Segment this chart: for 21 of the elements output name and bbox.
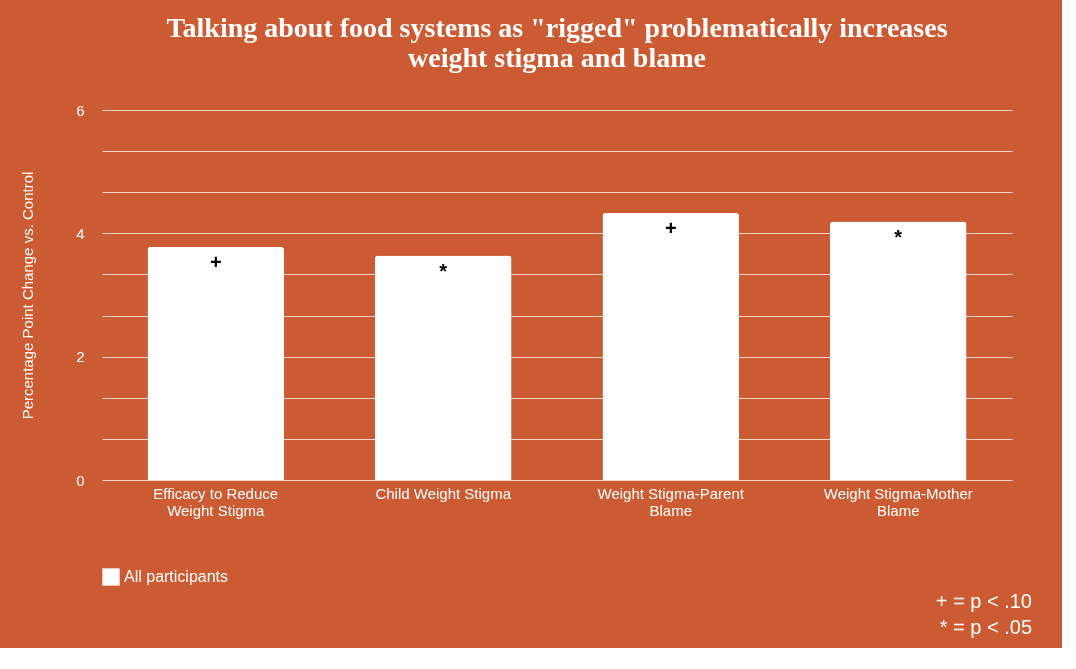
bar bbox=[602, 212, 739, 480]
y-tick-label: 6 bbox=[76, 101, 85, 119]
bar bbox=[147, 246, 284, 480]
annotation: * bbox=[439, 259, 448, 282]
x-tick-label: Child Weight Stigma bbox=[375, 484, 512, 502]
x-tick-label: Weight Stigma-Parent Blame bbox=[597, 484, 745, 519]
y-tick-label: 2 bbox=[76, 348, 85, 366]
text: * = p < .05 bbox=[939, 616, 1032, 638]
annotation: * bbox=[894, 225, 903, 248]
chart-title: Talking about food systems as "rigged" problematically increases weight stigma and blame bbox=[166, 12, 948, 73]
y-tick-label: 4 bbox=[76, 224, 85, 242]
y-tick-label: 0 bbox=[76, 471, 85, 489]
annotation: + bbox=[209, 250, 222, 273]
x-tick-label: Weight Stigma-Mother Blame bbox=[823, 484, 973, 519]
x-tick-label: Efficacy to Reduce Weight Stigma bbox=[153, 484, 279, 519]
y-axis-title: Percentage Point Change vs. Control bbox=[19, 171, 37, 420]
bar bbox=[375, 255, 512, 480]
annotation: + bbox=[664, 216, 677, 239]
legend-label: All participants bbox=[124, 568, 229, 585]
bar bbox=[830, 221, 967, 480]
text: + = p < .10 bbox=[935, 590, 1032, 612]
